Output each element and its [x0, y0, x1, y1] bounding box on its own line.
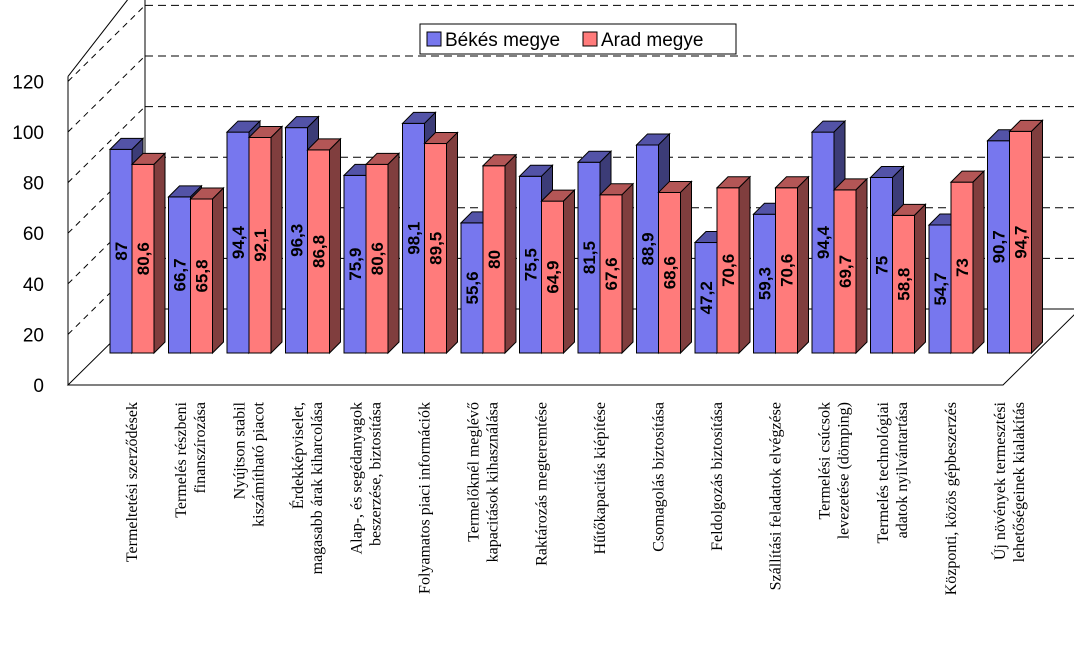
category-label-13-line-1: Termelési csúcsok [817, 402, 834, 520]
bar-arad-2 [189, 186, 225, 355]
bar-arad-9 [598, 182, 635, 355]
data-label-bekes-7: 55,6 [463, 271, 482, 304]
y-tick-label: 0 [33, 376, 44, 397]
category-label-14-line-2: adatok nyilvántartása [894, 402, 911, 538]
legend-swatch-arad [582, 31, 598, 47]
bar-arad-14 [891, 203, 927, 355]
side-wall-top-edge [67, 0, 129, 77]
category-label-1-line-1: Termeltetési szerződések [124, 402, 141, 562]
category-label-14-line-1: Termelés technológiai [875, 401, 892, 543]
category-label-2-line-1: Termelés részbeni [173, 401, 190, 517]
data-label-arad-6: 89,5 [427, 232, 446, 265]
data-label-bekes-8: 75,5 [522, 248, 541, 281]
category-label-3-line-1: Nyújtson stabil [232, 401, 249, 499]
data-label-bekes-6: 98,1 [405, 222, 424, 255]
category-label-7-line-2: kapacitások kihasználása [485, 402, 502, 562]
data-label-arad-11: 70,6 [719, 254, 738, 287]
data-label-bekes-5: 75,9 [346, 248, 365, 281]
data-label-bekes-4: 96,3 [288, 224, 307, 257]
data-label-arad-14: 58,8 [895, 268, 914, 301]
bar-arad-10 [657, 180, 693, 355]
data-label-bekes-13: 94,4 [814, 225, 833, 259]
y-axis-ticks: 0 20 40 60 80 100 120 [12, 72, 44, 397]
legend-label-bekes: Békés megye [445, 30, 560, 51]
data-label-arad-12: 70,6 [778, 254, 797, 287]
bar-arad-7 [481, 153, 518, 355]
data-label-bekes-16: 90,7 [990, 230, 1009, 263]
data-label-bekes-2: 66,7 [171, 258, 190, 291]
bar-arad-13 [832, 177, 869, 355]
data-label-arad-16: 94,7 [1012, 226, 1031, 259]
bar-arad-11 [715, 175, 752, 355]
data-label-bekes-1: 87 [112, 242, 131, 261]
bar-arad-8 [540, 188, 576, 355]
data-label-arad-1: 80,6 [134, 242, 153, 275]
data-label-arad-10: 68,6 [661, 256, 680, 289]
data-label-arad-5: 80,6 [368, 242, 387, 275]
category-label-2-line-2: finanszírozása [192, 402, 209, 494]
data-label-bekes-10: 88,9 [639, 232, 658, 265]
data-label-arad-2: 65,8 [193, 259, 212, 292]
category-label-16-line-2: lehetőségeinek kialakítás [1011, 402, 1028, 562]
category-label-4-line-1: Érdekképviselet, [288, 402, 307, 509]
category-label-10-line-1: Csomagolás biztosítása [651, 402, 668, 552]
y-tick-label: 20 [23, 325, 44, 346]
data-label-arad-4: 86,8 [310, 235, 329, 268]
bar-arad-1 [130, 152, 167, 355]
legend-label-arad: Arad megye [601, 30, 703, 51]
data-label-arad-9: 67,6 [602, 257, 621, 290]
legend-box [419, 23, 737, 55]
category-label-7-line-1: Termelőknél meglévő [466, 402, 483, 542]
chart-bars: 87 80,6 66,7 65,894,4 92,1 96,3 86,8 75,9 80,698… [108, 111, 1044, 355]
y-tick-label: 40 [23, 275, 44, 296]
category-label-4-line-2: magasabb árak kiharcolása [309, 402, 326, 574]
category-label-6-line-1: Folyamatos piaci információk [417, 402, 434, 594]
data-label-arad-7: 80 [485, 250, 504, 269]
bar-arad-12 [774, 175, 810, 355]
category-label-5-line-2: beszerzése, biztosítása [368, 402, 385, 546]
category-label-9-line-1: Hűtőkapacitás kiépítése [592, 402, 609, 554]
y-tick-label: 80 [23, 174, 44, 195]
y-tick-label: 60 [23, 224, 44, 245]
bar-arad-15 [949, 169, 986, 355]
data-label-bekes-11: 47,2 [697, 281, 716, 314]
y-tick-label: 120 [12, 72, 44, 93]
legend-swatch-bekes [426, 31, 442, 47]
bar-arad-3 [247, 125, 284, 355]
category-label-13-line-2: levezetése (dömping) [836, 402, 853, 539]
side-gridline [67, 106, 146, 183]
legend: Békés megye Arad megye [419, 23, 737, 55]
side-gridline [67, 55, 146, 133]
category-label-8-line-1: Raktározás megteremtése [534, 402, 551, 566]
category-label-5-line-1: Alap-, és segédanyagok [349, 402, 366, 554]
category-label-16-line-1: Új növények termesztési [990, 401, 1009, 560]
data-label-bekes-14: 75 [873, 256, 892, 275]
category-label-11-line-1: Feldolgozás biztosítása [709, 402, 726, 551]
data-label-bekes-12: 59,3 [756, 267, 775, 300]
data-label-bekes-9: 81,5 [580, 241, 599, 274]
category-label-3-line-2: kiszámítható piacot [251, 401, 268, 526]
y-tick-label: 100 [12, 123, 44, 144]
data-label-arad-3: 92,1 [251, 229, 270, 262]
category-label-12-line-1: Szállítási feladatok elvégzése [768, 402, 785, 590]
data-label-bekes-15: 54,7 [931, 272, 950, 305]
data-label-arad-8: 64,9 [544, 261, 563, 294]
data-label-arad-15: 73 [953, 258, 972, 277]
bar-arad-6 [423, 131, 459, 355]
bar-arad-4 [306, 137, 342, 355]
bar-arad-5 [364, 152, 401, 355]
category-label-15-line-1: Központi, közös gépbeszerzés [943, 402, 960, 595]
data-label-arad-13: 69,7 [836, 255, 855, 288]
x-axis-categories: Termeltetési szerződések Termelés részben… [124, 401, 1028, 595]
data-label-bekes-3: 94,4 [229, 225, 248, 259]
side-gridline [67, 5, 146, 82]
bar-arad-16 [1008, 119, 1044, 355]
